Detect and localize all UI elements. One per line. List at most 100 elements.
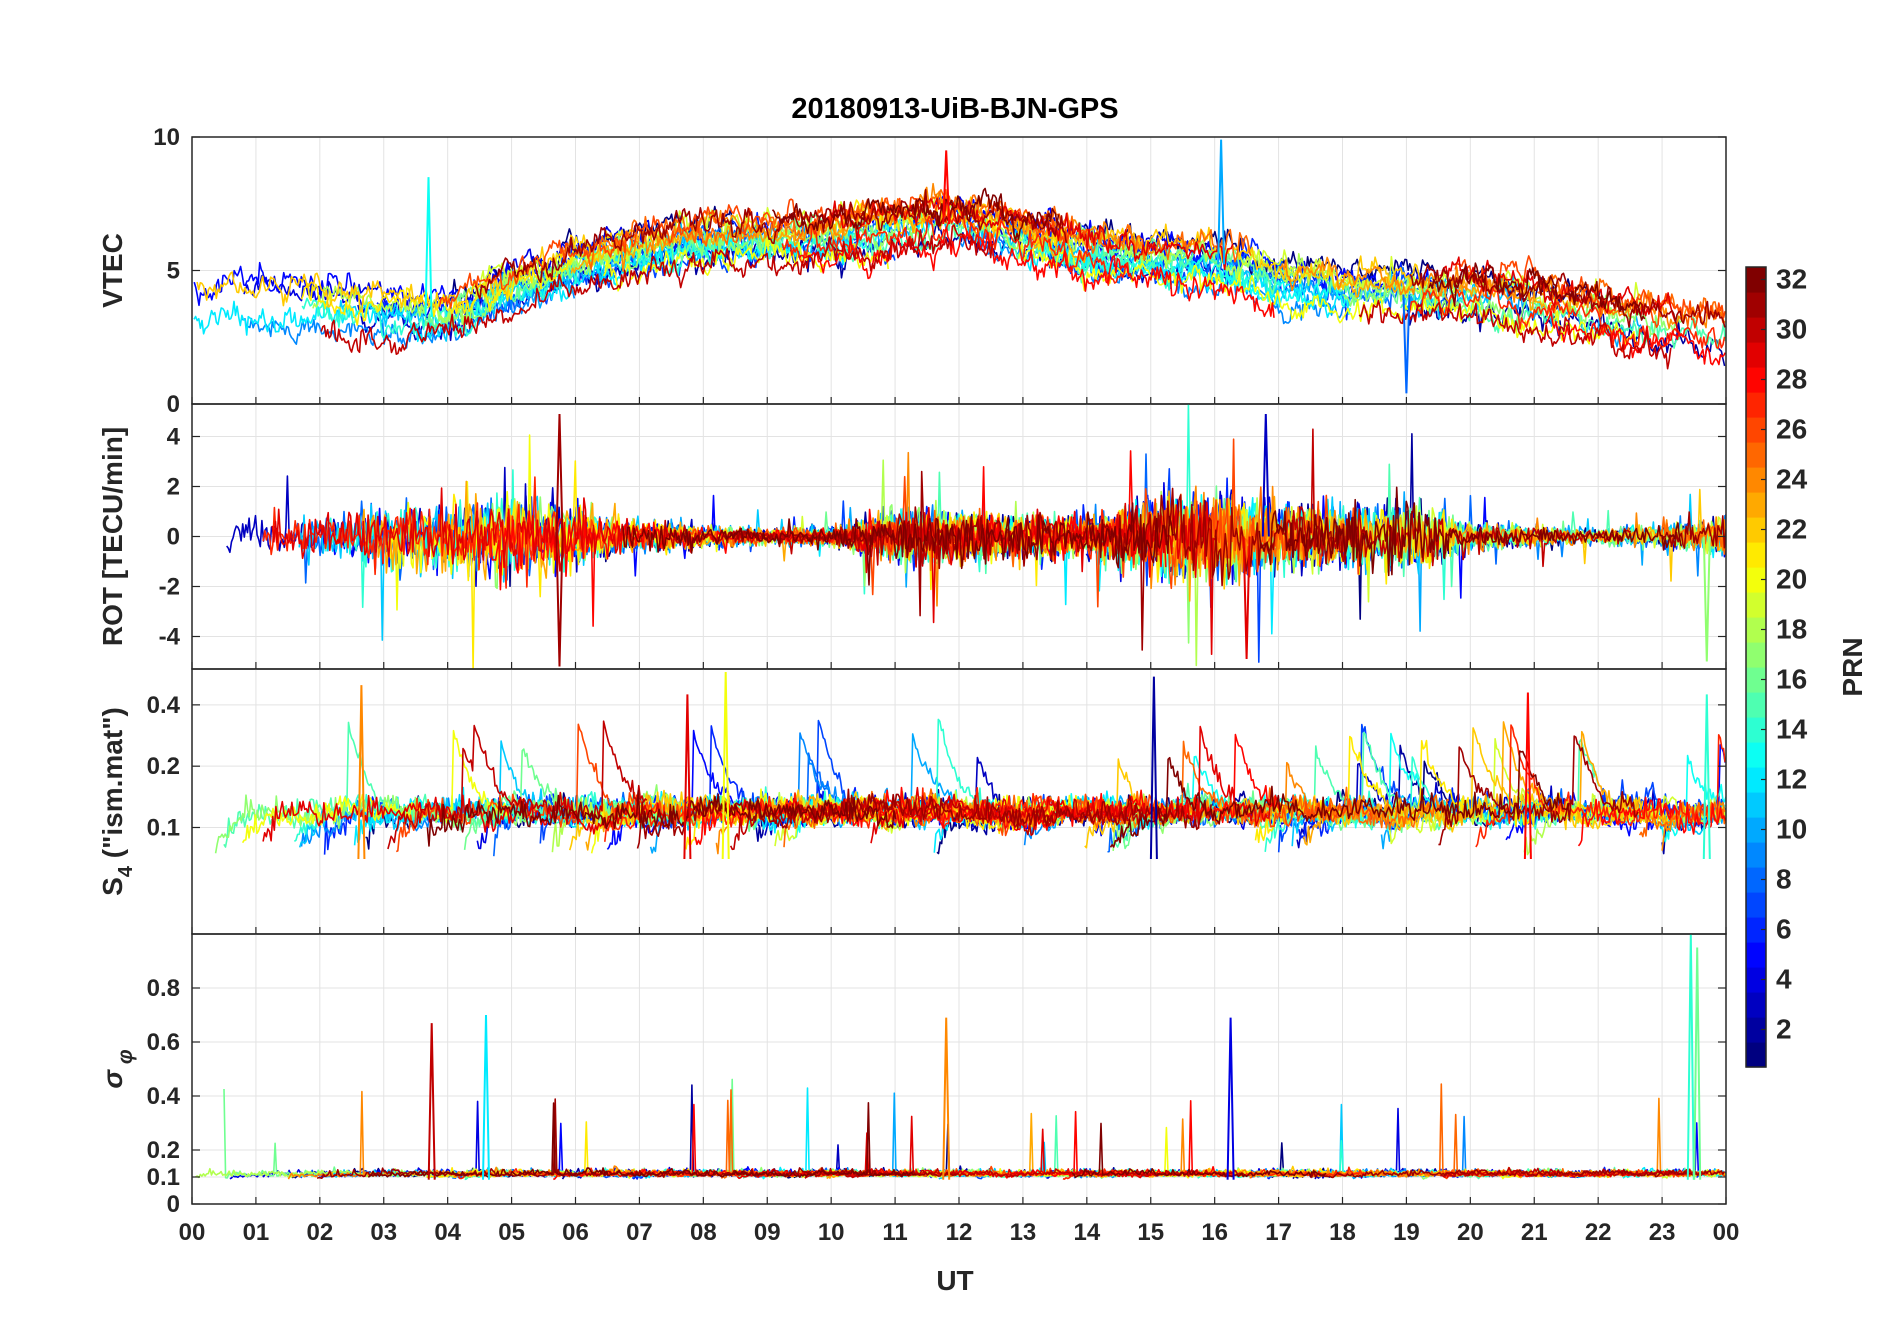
colorbar-block-prn-32 [1746, 267, 1766, 293]
s4-y-label-sub: 4 [115, 865, 137, 877]
colorbar-frame [1745, 266, 1767, 1068]
colorbar-block-prn-8 [1746, 867, 1766, 893]
colorbar-block-prn-22 [1746, 517, 1766, 543]
vtec-series-group [193, 139, 1726, 394]
ut-xtick-label: 03 [370, 1219, 397, 1246]
colorbar-block-prn-9 [1746, 842, 1766, 868]
ut-xtick-label: 22 [1585, 1219, 1612, 1246]
vtec-series-prn-29-pass-0 [818, 197, 1234, 271]
ut-xtick-label: 13 [1010, 1219, 1037, 1246]
ut-xtick-label: 12 [946, 1219, 973, 1246]
colorbar-tick-label: 2 [1776, 1014, 1792, 1045]
colorbar-tick-label: 14 [1776, 714, 1808, 745]
sigma-phi-ytick-label: 0.1 [147, 1164, 180, 1191]
colorbar-block-prn-18 [1746, 617, 1766, 643]
vtec-peak-1 [1217, 139, 1226, 265]
vtec-series-prn-12-pass-0 [193, 231, 780, 343]
rot-peak-1 [555, 536, 564, 667]
ut-xtick-label: 16 [1201, 1219, 1228, 1246]
colorbar-tick-label: 30 [1776, 314, 1807, 345]
rot-ytick-label: 4 [167, 424, 181, 451]
figure-title: 20180913-UiB-BJN-GPS [791, 93, 1118, 125]
ut-xtick-label: 23 [1649, 1219, 1676, 1246]
ut-xtick-label: 11 [882, 1219, 907, 1246]
sigma-phi-series-prn-12-pass-0 [643, 1087, 1344, 1179]
s4-peak-0 [1149, 676, 1158, 860]
sigma-phi-peak-0 [1686, 934, 1695, 1180]
colorbar-tick-label: 28 [1776, 364, 1807, 395]
vtec-grid [192, 137, 1726, 404]
colorbar-tick-label: 12 [1776, 764, 1807, 795]
colorbar-block-prn-28 [1746, 367, 1766, 393]
s4-panel: 0.1 0.2 0.4 S4 ("ism.mat") [97, 668, 1727, 935]
rot-ytick-label: 0 [167, 524, 180, 551]
sigma-phi-series-prn-25-pass-1 [1249, 1083, 1624, 1179]
s4-peak-2 [357, 685, 366, 860]
s4-peak-4 [683, 694, 692, 860]
vtec-series-prn-31-pass-1 [1409, 263, 1726, 328]
ut-xtick-label: 14 [1073, 1219, 1100, 1246]
sigma-phi-series-prn-31-pass-1 [1309, 1168, 1726, 1179]
colorbar-tick-label: 32 [1776, 264, 1807, 295]
sigma-phi-panel: 00.10.20.40.60.8 σ φ 00 01 02 03 04 05 06 07 08 0… [97, 933, 1740, 1296]
sigma-phi-ytick-label: 0.6 [147, 1029, 180, 1056]
rot-series-group [226, 404, 1726, 669]
sigma-phi-series-prn-10-pass-0 [682, 1092, 1046, 1178]
vtec-peak-2 [1402, 294, 1411, 394]
vtec-series-prn-30-pass-1 [1358, 299, 1672, 370]
vtec-series-prn-31-pass-0 [474, 189, 1068, 300]
colorbar-block-prn-31 [1746, 292, 1766, 318]
ut-xtick-label: 15 [1137, 1219, 1164, 1246]
rot-ytick-label: -2 [159, 574, 180, 601]
colorbar-tick-label: 4 [1776, 964, 1792, 995]
colorbar-block-prn-19 [1746, 592, 1766, 618]
colorbar-blocks [1746, 267, 1766, 1068]
colorbar-tick-label: 16 [1776, 664, 1807, 695]
colorbar-block-prn-5 [1746, 942, 1766, 968]
colorbar-block-prn-16 [1746, 667, 1766, 693]
sigma-phi-ytick-label: 0 [167, 1191, 180, 1218]
sigma-phi-series-prn-4-pass-1 [1046, 1107, 1524, 1179]
rot-peak-4 [1702, 536, 1711, 662]
rot-y-label: ROT [TECU/min] [97, 427, 128, 646]
sigma-phi-peak-1 [1693, 947, 1702, 1180]
rot-panel: -4 -2 0 2 4 ROT [TECU/min] [97, 403, 1727, 670]
colorbar-tick-label: 26 [1776, 414, 1807, 445]
colorbar-block-prn-13 [1746, 742, 1766, 768]
s4-series-prn-29-pass-0 [262, 791, 664, 842]
vtec-series-prn-23-pass-1 [1347, 273, 1580, 319]
ut-x-ticks: 00 01 02 03 04 05 06 07 08 09 10 11 12 13 14 15 16 17 18 19… [179, 1219, 1740, 1246]
ut-xtick-label: 05 [498, 1219, 525, 1246]
sigma-phi-series-group [195, 934, 1726, 1181]
vtec-series-prn-28-pass-1 [1544, 310, 1726, 366]
s4-series-prn-20-pass-0 [241, 729, 511, 844]
colorbar-block-prn-10 [1746, 817, 1766, 843]
vtec-series-prn-32-pass-0 [771, 187, 1060, 242]
rot-series-prn-31-pass-1 [1661, 511, 1726, 549]
sigma-phi-ytick-label: 0.8 [147, 975, 180, 1002]
rot-series-prn-32-pass-0 [622, 502, 1175, 586]
sigma-phi-peak-4 [482, 1014, 490, 1180]
vtec-series-prn-30-pass-0 [320, 224, 994, 355]
sigma-phi-series-prn-2-pass-0 [561, 1084, 1137, 1180]
colorbar-tick-label: 20 [1776, 564, 1807, 595]
rot-series-prn-32-pass-1 [1258, 486, 1682, 577]
sigma-phi-series-prn-16-pass-0 [223, 1078, 830, 1179]
colorbar-block-prn-1 [1746, 1042, 1766, 1068]
ut-xtick-label: 20 [1457, 1219, 1484, 1246]
colorbar-block-prn-26 [1746, 417, 1766, 443]
colorbar-block-prn-21 [1746, 542, 1766, 568]
vtec-series-prn-22-pass-0 [196, 229, 636, 313]
sigma-phi-y-ticks: 00.10.2 0.4 0.6 0.8 [147, 975, 1727, 1218]
colorbar-block-prn-25 [1746, 442, 1766, 468]
sigma-phi-ytick-label: 0.4 [147, 1083, 181, 1110]
colorbar-block-prn-23 [1746, 492, 1766, 518]
vtec-panel: 0 5 10 VTEC [97, 124, 1727, 418]
ut-xtick-label: 09 [754, 1219, 781, 1246]
s4-series-prn-6-pass-0 [323, 725, 925, 855]
sigma-phi-series-prn-4-pass-0 [229, 1100, 835, 1180]
colorbar-tick-label: 10 [1776, 814, 1807, 845]
sigma-symbol: σ [97, 1069, 128, 1089]
